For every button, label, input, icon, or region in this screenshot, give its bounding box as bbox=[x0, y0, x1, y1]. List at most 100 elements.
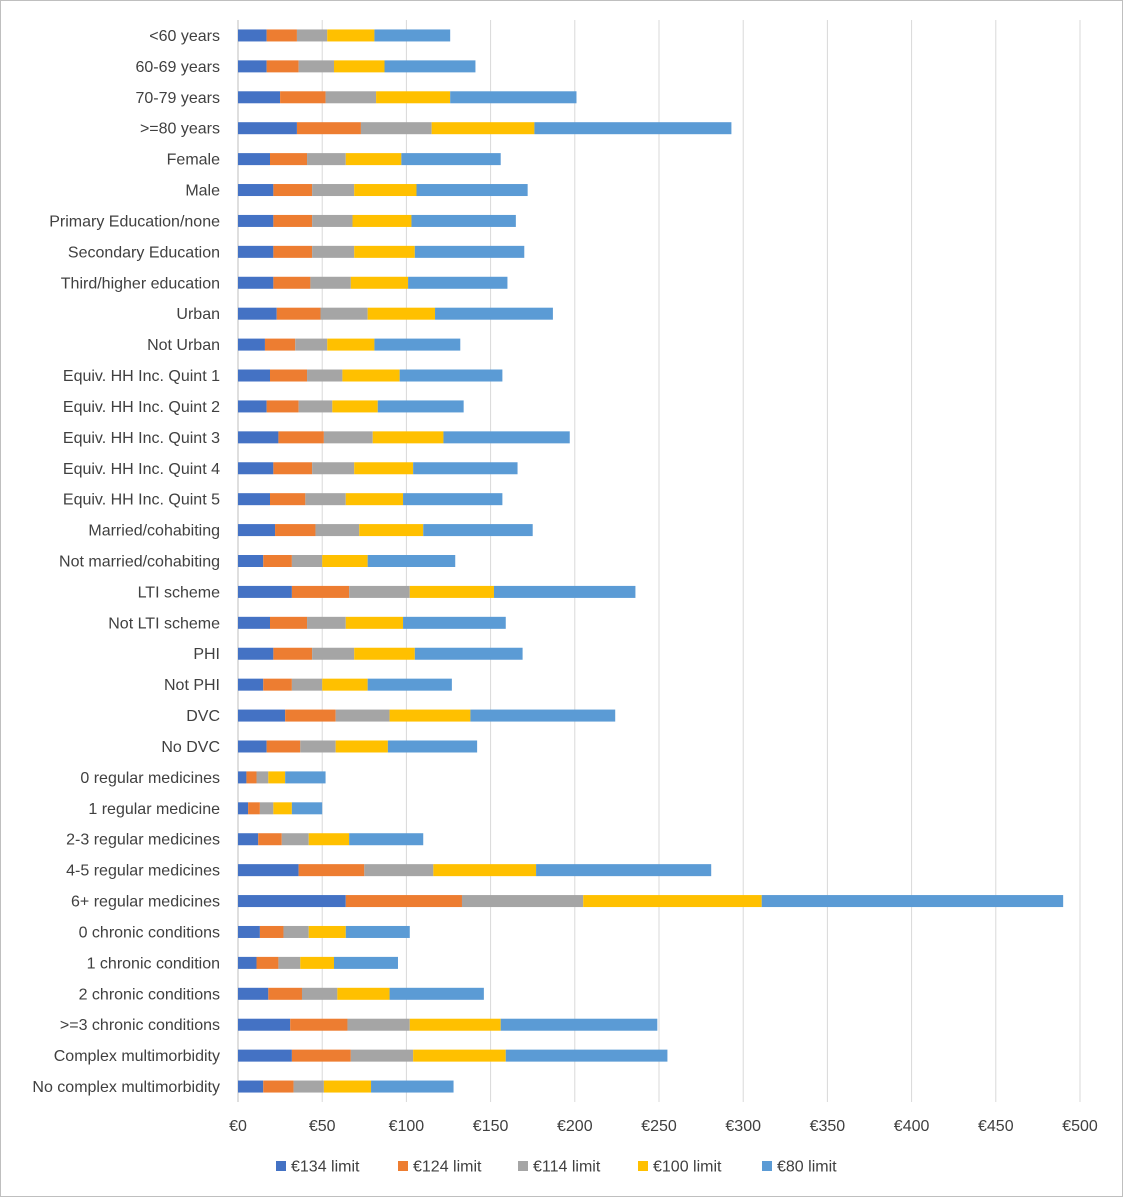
bar-segment bbox=[238, 647, 274, 660]
bar-segment bbox=[332, 400, 378, 413]
bar-segment bbox=[761, 895, 1064, 908]
bar-segment bbox=[293, 1080, 324, 1093]
bar-segment bbox=[273, 462, 313, 475]
category-label: Primary Education/none bbox=[49, 213, 220, 230]
bar-segment bbox=[322, 678, 368, 691]
bar-segment bbox=[435, 307, 553, 320]
bar-segment bbox=[505, 1049, 668, 1062]
bar-segment bbox=[389, 987, 484, 1000]
bar-segment bbox=[312, 184, 355, 197]
bar-segment bbox=[259, 802, 274, 815]
bar-segment bbox=[269, 616, 308, 629]
bar-segment bbox=[266, 29, 297, 42]
category-label: 0 chronic conditions bbox=[79, 924, 220, 941]
bar-segment bbox=[238, 956, 257, 969]
legend-swatch bbox=[398, 1161, 408, 1171]
bar-segment bbox=[285, 709, 336, 722]
legend-swatch bbox=[762, 1161, 772, 1171]
bar-segment bbox=[389, 709, 471, 722]
bar-segment bbox=[423, 524, 533, 537]
x-tick-label: €450 bbox=[978, 1118, 1014, 1135]
bar-segment bbox=[493, 585, 636, 598]
bar-segment bbox=[238, 1080, 264, 1093]
bar-segment bbox=[238, 833, 259, 846]
bar-segment bbox=[409, 1018, 501, 1031]
bar-segment bbox=[360, 122, 432, 135]
bar-segment bbox=[384, 60, 476, 73]
bar-segment bbox=[408, 276, 508, 289]
bar-segment bbox=[238, 276, 274, 289]
category-label: Equiv. HH Inc. Quint 4 bbox=[63, 461, 220, 478]
bar-segment bbox=[308, 925, 346, 938]
bar-segment bbox=[534, 122, 732, 135]
bar-segment bbox=[470, 709, 616, 722]
bar-segment bbox=[273, 647, 313, 660]
bars bbox=[238, 29, 1064, 1093]
bar-segment bbox=[322, 555, 368, 567]
bar-segment bbox=[238, 925, 260, 938]
x-tick-label: €400 bbox=[894, 1118, 930, 1135]
bar-segment bbox=[281, 833, 309, 846]
legend-label: €134 limit bbox=[291, 1159, 360, 1176]
category-label: Not Urban bbox=[147, 337, 220, 354]
bar-segment bbox=[342, 369, 400, 382]
category-label: No complex multimorbidity bbox=[32, 1079, 220, 1096]
bar-segment bbox=[275, 524, 316, 537]
bar-segment bbox=[359, 524, 424, 537]
bar-segment bbox=[238, 524, 276, 537]
legend-label: €100 limit bbox=[653, 1159, 722, 1176]
bar-segment bbox=[273, 276, 311, 289]
bar-segment bbox=[401, 153, 501, 166]
bar-segment bbox=[238, 1049, 292, 1062]
category-label: 2 chronic conditions bbox=[79, 986, 220, 1003]
bar-segment bbox=[278, 431, 324, 444]
category-label: Married/cohabiting bbox=[88, 523, 220, 540]
legend-swatch bbox=[276, 1161, 286, 1171]
bar-segment bbox=[374, 338, 461, 351]
bar-segment bbox=[238, 369, 270, 382]
bar-segment bbox=[256, 771, 269, 784]
bar-segment bbox=[291, 1049, 351, 1062]
bar-segment bbox=[310, 276, 351, 289]
bar-segment bbox=[238, 493, 270, 506]
bar-segment bbox=[238, 431, 279, 444]
bar-segment bbox=[377, 400, 464, 413]
bar-segment bbox=[327, 338, 375, 351]
category-label: No DVC bbox=[161, 739, 220, 756]
bar-segment bbox=[238, 709, 286, 722]
bar-segment bbox=[273, 802, 292, 815]
bar-segment bbox=[273, 184, 313, 197]
bar-segment bbox=[238, 895, 346, 908]
gridlines bbox=[237, 20, 1081, 1102]
bar-segment bbox=[349, 585, 410, 598]
bar-segment bbox=[266, 740, 301, 753]
bar-segment bbox=[433, 864, 537, 877]
bar-segment bbox=[291, 585, 350, 598]
bar-segment bbox=[354, 647, 415, 660]
legend-label: €114 limit bbox=[533, 1159, 601, 1176]
bar-segment bbox=[268, 771, 286, 784]
bar-segment bbox=[238, 616, 270, 629]
bar-segment bbox=[238, 864, 299, 877]
bar-segment bbox=[333, 60, 385, 73]
bar-segment bbox=[258, 833, 282, 846]
category-label: Secondary Education bbox=[68, 244, 220, 261]
category-label: Equiv. HH Inc. Quint 1 bbox=[63, 368, 220, 385]
bar-segment bbox=[269, 493, 306, 506]
bar-segment bbox=[349, 833, 424, 846]
bar-segment bbox=[403, 493, 503, 506]
category-label: 1 regular medicine bbox=[88, 801, 220, 818]
bar-segment bbox=[259, 925, 284, 938]
bar-segment bbox=[323, 431, 373, 444]
bar-segment bbox=[350, 1049, 414, 1062]
x-tick-label: €100 bbox=[389, 1118, 425, 1135]
category-label: Complex multimorbidity bbox=[54, 1048, 220, 1065]
bar-segment bbox=[411, 214, 516, 227]
category-label: Third/higher education bbox=[61, 275, 220, 292]
legend-swatch bbox=[518, 1161, 528, 1171]
x-tick-label: €200 bbox=[557, 1118, 593, 1135]
bar-segment bbox=[290, 1018, 348, 1031]
bar-segment bbox=[301, 987, 338, 1000]
bar-segment bbox=[345, 153, 402, 166]
